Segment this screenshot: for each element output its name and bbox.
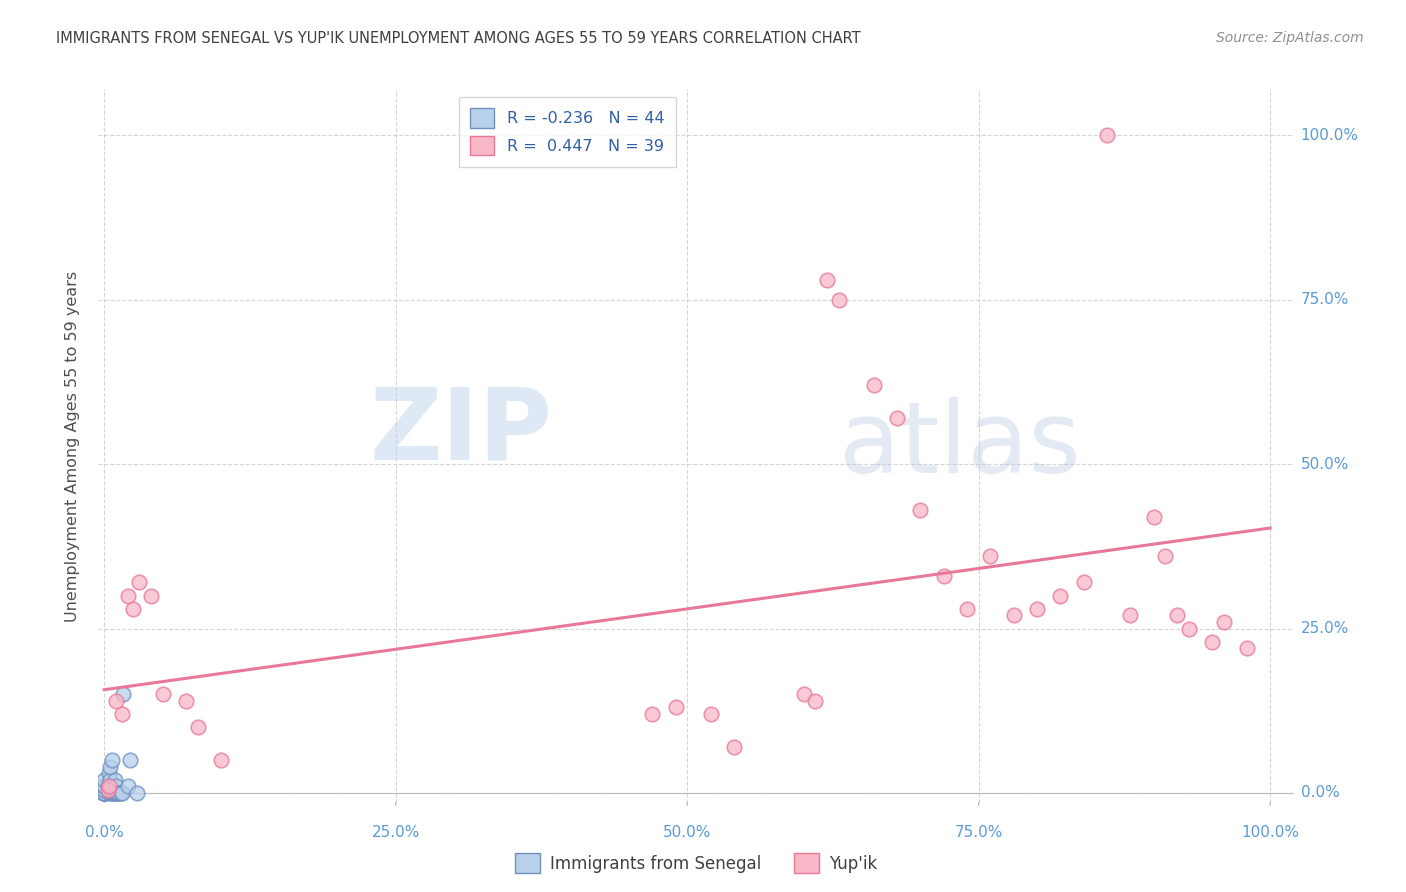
Point bbox=[110, 786, 132, 800]
Text: 100.0%: 100.0% bbox=[1241, 825, 1299, 840]
Point bbox=[97, 782, 120, 797]
Point bbox=[101, 786, 124, 800]
Text: 75.0%: 75.0% bbox=[955, 825, 1002, 840]
Point bbox=[862, 378, 884, 392]
Point bbox=[104, 786, 127, 800]
Point bbox=[104, 780, 127, 794]
Point bbox=[641, 706, 664, 721]
Text: 50.0%: 50.0% bbox=[664, 825, 711, 840]
Point bbox=[97, 766, 120, 780]
Point bbox=[108, 786, 131, 800]
Point bbox=[93, 786, 115, 800]
Point bbox=[104, 772, 127, 787]
Point bbox=[111, 687, 134, 701]
Point bbox=[105, 786, 128, 800]
Point bbox=[117, 589, 139, 603]
Text: 50.0%: 50.0% bbox=[1301, 457, 1348, 472]
Point bbox=[815, 273, 838, 287]
Point bbox=[104, 694, 127, 708]
Point bbox=[93, 786, 115, 800]
Point bbox=[93, 786, 115, 800]
Point bbox=[117, 780, 139, 794]
Y-axis label: Unemployment Among Ages 55 to 59 years: Unemployment Among Ages 55 to 59 years bbox=[65, 270, 80, 622]
Point bbox=[93, 786, 115, 800]
Text: IMMIGRANTS FROM SENEGAL VS YUP'IK UNEMPLOYMENT AMONG AGES 55 TO 59 YEARS CORRELA: IMMIGRANTS FROM SENEGAL VS YUP'IK UNEMPL… bbox=[56, 31, 860, 46]
Point bbox=[103, 786, 125, 800]
Point bbox=[118, 753, 141, 767]
Text: 75.0%: 75.0% bbox=[1301, 293, 1348, 307]
Point bbox=[664, 700, 686, 714]
Point bbox=[93, 786, 115, 800]
Text: ZIP: ZIP bbox=[370, 384, 553, 480]
Point bbox=[107, 786, 129, 800]
Point bbox=[101, 753, 124, 767]
Point bbox=[93, 782, 115, 797]
Point bbox=[100, 780, 122, 794]
Point bbox=[93, 780, 115, 794]
Point bbox=[886, 411, 908, 425]
Point bbox=[1236, 641, 1258, 656]
Point bbox=[1119, 608, 1142, 623]
Point bbox=[793, 687, 815, 701]
Point bbox=[93, 786, 115, 800]
Point bbox=[93, 786, 115, 800]
Point bbox=[97, 786, 120, 800]
Point bbox=[93, 786, 115, 800]
Point bbox=[111, 706, 134, 721]
Text: 25.0%: 25.0% bbox=[371, 825, 420, 840]
Point bbox=[186, 720, 208, 734]
Text: atlas: atlas bbox=[839, 398, 1081, 494]
Point bbox=[93, 780, 115, 794]
Point bbox=[139, 589, 162, 603]
Point bbox=[104, 786, 127, 800]
Point bbox=[1154, 549, 1177, 564]
Point bbox=[1073, 575, 1095, 590]
Point bbox=[93, 786, 115, 800]
Point bbox=[100, 786, 122, 800]
Point bbox=[1026, 601, 1049, 615]
Point bbox=[932, 569, 955, 583]
Point bbox=[1177, 622, 1199, 636]
Point bbox=[97, 780, 120, 794]
Point bbox=[122, 601, 145, 615]
Point bbox=[174, 694, 197, 708]
Point bbox=[97, 780, 120, 794]
Point bbox=[152, 687, 174, 701]
Point bbox=[125, 786, 148, 800]
Text: 0.0%: 0.0% bbox=[84, 825, 124, 840]
Point bbox=[93, 786, 115, 800]
Legend: Immigrants from Senegal, Yup'ik: Immigrants from Senegal, Yup'ik bbox=[508, 847, 884, 880]
Point bbox=[1212, 615, 1234, 629]
Text: 100.0%: 100.0% bbox=[1301, 128, 1358, 143]
Text: Source: ZipAtlas.com: Source: ZipAtlas.com bbox=[1216, 31, 1364, 45]
Point bbox=[910, 503, 932, 517]
Point bbox=[111, 786, 134, 800]
Text: 25.0%: 25.0% bbox=[1301, 621, 1348, 636]
Point bbox=[1201, 634, 1223, 648]
Point bbox=[93, 786, 115, 800]
Point bbox=[98, 759, 121, 773]
Point bbox=[93, 780, 115, 794]
Point bbox=[1166, 608, 1188, 623]
Point bbox=[98, 772, 121, 787]
Point bbox=[699, 706, 721, 721]
Point bbox=[209, 753, 232, 767]
Point bbox=[956, 601, 979, 615]
Point bbox=[979, 549, 1001, 564]
Point bbox=[804, 694, 827, 708]
Point bbox=[93, 786, 115, 800]
Point bbox=[1142, 509, 1164, 524]
Point bbox=[93, 786, 115, 800]
Point bbox=[93, 786, 115, 800]
Point bbox=[723, 739, 745, 754]
Point bbox=[1002, 608, 1025, 623]
Point bbox=[828, 293, 851, 307]
Point bbox=[1095, 128, 1118, 143]
Point bbox=[1049, 589, 1071, 603]
Point bbox=[103, 786, 125, 800]
Point bbox=[93, 786, 115, 800]
Point bbox=[128, 575, 150, 590]
Text: 0.0%: 0.0% bbox=[1301, 786, 1340, 800]
Point bbox=[93, 772, 115, 787]
